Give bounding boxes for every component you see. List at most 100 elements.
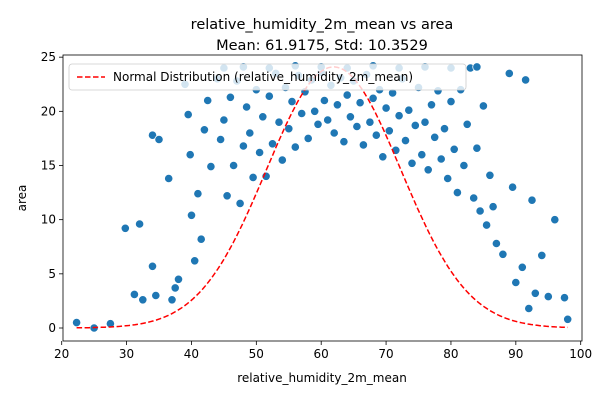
scatter-point [284,124,294,134]
legend-label: Normal Distribution (relative_humidity_2… [113,70,413,84]
scatter-point [264,91,274,101]
scatter-point [410,120,420,131]
scatter-point [235,198,245,208]
x-axis-ticks: 20 30 40 50 60 70 80 90 100 [54,341,592,361]
scatter-point [287,97,297,107]
scatter-point [290,142,300,152]
scatter-point [559,293,570,303]
scatter-point [365,117,375,127]
scatter-point [530,288,540,298]
scatter-point [154,134,164,145]
scatter-point [277,155,287,165]
legend: Normal Distribution (relative_humidity_2… [68,63,467,91]
scatter-point [72,317,82,328]
scatter-point [507,182,518,192]
x-tick-label: 20 [54,347,69,361]
scatter-point [358,140,368,150]
y-tick-label: 10 [41,213,56,227]
scatter-point [462,119,472,129]
scatter-point [404,105,414,115]
scatter-point [147,261,158,271]
scatter-point [183,110,193,120]
y-axis-ticks: 0 5 10 15 20 25 [41,50,63,335]
chart-subtitle: Mean: 61.9175, Std: 10.3529 [216,38,428,54]
scatter-point [524,303,534,314]
x-tick-label: 80 [443,347,458,361]
scatter-point [319,95,329,106]
scatter-point [491,238,501,249]
scatter-point [488,202,498,212]
scatter-point [430,132,440,142]
scatter-point [242,102,252,112]
scatter-point [313,119,323,129]
scatter-point [439,124,450,134]
scatter-point [355,98,365,108]
scatter-point [352,121,362,132]
scatter-point [196,234,206,244]
scatter-point [248,172,258,182]
scatter-point [129,289,139,299]
scatter-point [384,126,394,136]
scatter-point [381,103,391,113]
scatter-point [203,95,213,106]
scatter-point [520,75,531,85]
scatter-point [452,188,462,198]
scatter-point [222,191,232,201]
scatter-point [164,173,174,184]
scatter-point [229,160,239,171]
scatter-point [527,195,537,205]
scatter-point [173,274,184,284]
scatter-point [345,112,355,122]
scatter-point [446,97,456,107]
scatter-point [219,115,229,125]
scatter-point [537,250,547,260]
scatter-point [459,160,469,171]
y-tick-label: 5 [48,267,56,281]
scatter-point [190,256,200,266]
scatter-point [504,68,514,79]
scatter-point [426,100,437,110]
x-tick-label: 100 [569,347,592,361]
scatter-point [472,62,482,72]
y-tick-label: 20 [41,104,56,118]
scatter-point [323,115,333,125]
scatter-point [186,210,197,220]
scatter-point [368,93,378,103]
scatter-point [274,117,284,127]
scatter-point [371,130,381,140]
scatter-point [245,128,255,138]
x-tick-label: 40 [184,347,199,361]
scatter-point [378,152,388,162]
x-tick-label: 50 [249,347,264,361]
scatter-point [400,136,411,146]
scatter-point [469,193,479,203]
scatter-point [238,141,248,151]
scatter-point [332,100,342,110]
y-tick-label: 0 [48,321,56,335]
scatter-point [170,283,180,293]
scatter-point [420,117,430,127]
scatter-point [563,314,573,324]
scatter-point [216,134,226,145]
scatter-point [297,108,307,119]
scatter-point [206,162,216,172]
x-tick-label: 90 [508,347,523,361]
scatter-point [105,319,116,329]
x-tick-label: 60 [314,347,329,361]
y-axis-label: area [15,185,29,212]
scatter-point [485,170,495,180]
scatter-point [478,101,488,111]
x-axis-label: relative_humidity_2m_mean [237,371,407,385]
plot-frame [62,54,583,342]
scatter-point [193,189,203,199]
scatter-point [475,206,485,216]
scatter-point [135,219,145,229]
scatter-point [225,92,235,102]
scatter-point [258,112,268,122]
scatter-point [151,290,161,301]
y-tick-label: 25 [41,50,56,64]
chart-title: relative_humidity_2m_mean vs area [191,17,454,33]
scatter-point [339,137,349,147]
